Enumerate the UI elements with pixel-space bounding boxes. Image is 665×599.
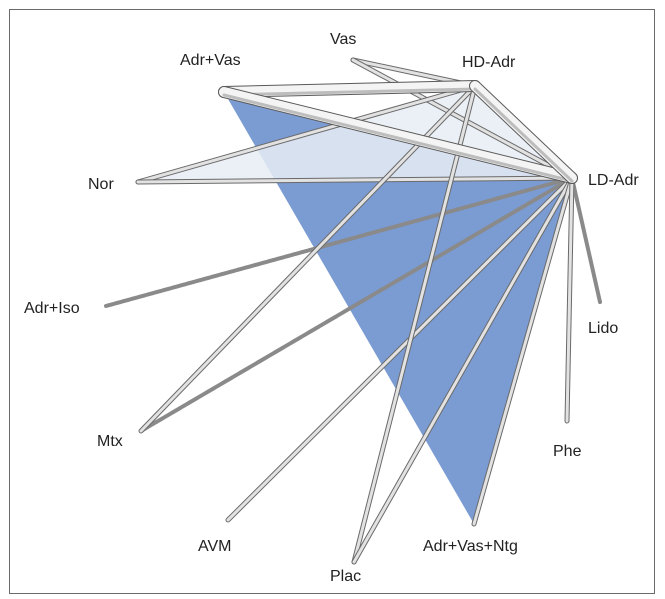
node-label-mtx: Mtx: [97, 433, 123, 450]
edge-nor-to-ld-adr: [135, 175, 575, 185]
edge-avm-to-ld-adr: [225, 175, 575, 523]
loop-nor-hd-adr-ld-adr: [138, 86, 572, 182]
edge-adr-plus-vas-to-hd-adr: [218, 80, 481, 98]
node-label-avm: AVM: [198, 538, 231, 555]
node-label-plac: Plac: [330, 568, 361, 585]
node-label-ld-adr: LD-Adr: [588, 172, 639, 189]
node-label-adr-plus-iso: Adr+Iso: [24, 300, 80, 317]
node-label-adr-plus-vas-plus-ntg: Adr+Vas+Ntg: [423, 538, 518, 555]
edge-adr-plus-vas-plus-ntg-to-ld-adr: [471, 175, 575, 527]
node-label-hd-adr: HD-Adr: [462, 54, 516, 71]
edge-mtx-to-ld-adr: [139, 176, 574, 433]
edge-hd-adr-to-ld-adr: [469, 80, 578, 184]
edge-nor-to-hd-adr: [135, 83, 478, 185]
network-graph: LD-Adr HD-Adr Vas Adr+Vas Nor Adr+Iso Mtx AVM Pl…: [24, 31, 639, 585]
diagram-frame: LD-Adr HD-Adr Vas Adr+Vas Nor Adr+Iso Mtx AVM Pl…: [9, 9, 655, 594]
edge-vas-to-ld-adr: [350, 57, 575, 181]
node-label-adr-plus-vas: Adr+Vas: [180, 52, 241, 69]
node-label-vas: Vas: [330, 31, 356, 48]
node-label-nor: Nor: [88, 176, 114, 193]
node-label-phe: Phe: [553, 443, 582, 460]
edge-plac-to-hd-adr: [351, 83, 478, 565]
edge-plac-to-ld-adr: [351, 175, 575, 565]
edge-adr-plus-vas-to-ld-adr: [218, 86, 578, 184]
edge-phe-to-ld-adr: [564, 175, 575, 424]
node-label-lido: Lido: [588, 320, 618, 337]
edge-adr-plus-iso-to-ld-adr: [104, 176, 574, 308]
edge-lido-to-ld-adr: [570, 176, 602, 304]
